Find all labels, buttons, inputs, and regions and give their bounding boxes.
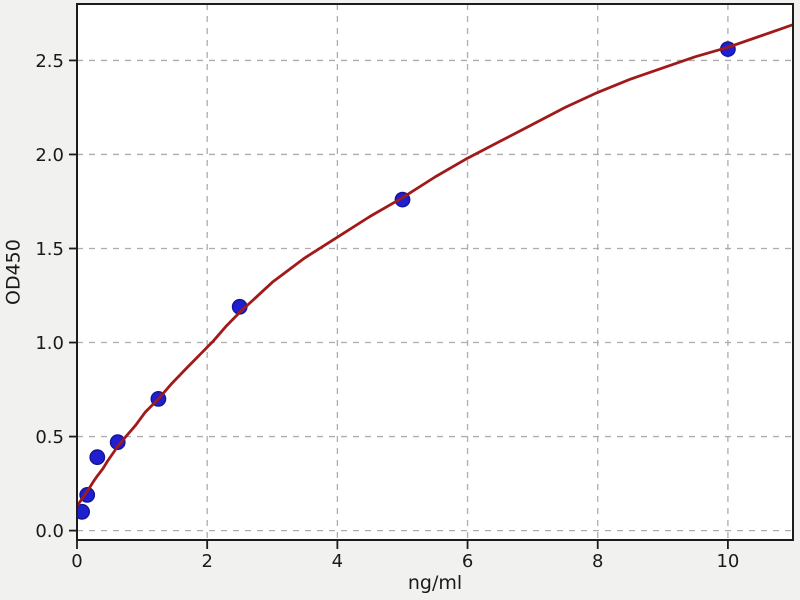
data-layer — [77, 23, 793, 520]
y-tick-label: 2.5 — [35, 51, 64, 72]
x-tick-label: 2 — [201, 551, 212, 572]
plot-border — [76, 3, 794, 541]
x-tick-label: 4 — [332, 551, 343, 572]
x-tick-label: 0 — [71, 551, 82, 572]
ticks: 0 2 4 6 8 10 0.0 0.5 1.0 1.5 2.0 2.5 — [35, 51, 739, 572]
data-point — [77, 503, 90, 520]
x-tick-label: 6 — [462, 551, 473, 572]
y-tick-label: 0.0 — [35, 521, 64, 542]
plot-background — [77, 4, 793, 540]
x-tick-label: 8 — [592, 551, 603, 572]
y-tick-label: 0.5 — [35, 427, 64, 448]
x-axis-label: ng/ml — [407, 572, 463, 594]
data-point — [89, 449, 106, 466]
x-tick-label: 10 — [716, 551, 739, 572]
y-tick-label: 1.5 — [35, 239, 64, 260]
data-point — [109, 434, 126, 451]
y-axis-label: OD450 — [2, 239, 25, 305]
y-tick-label: 1.0 — [35, 333, 64, 354]
y-tick-label: 2.0 — [35, 145, 64, 166]
fit-curve — [77, 23, 793, 508]
